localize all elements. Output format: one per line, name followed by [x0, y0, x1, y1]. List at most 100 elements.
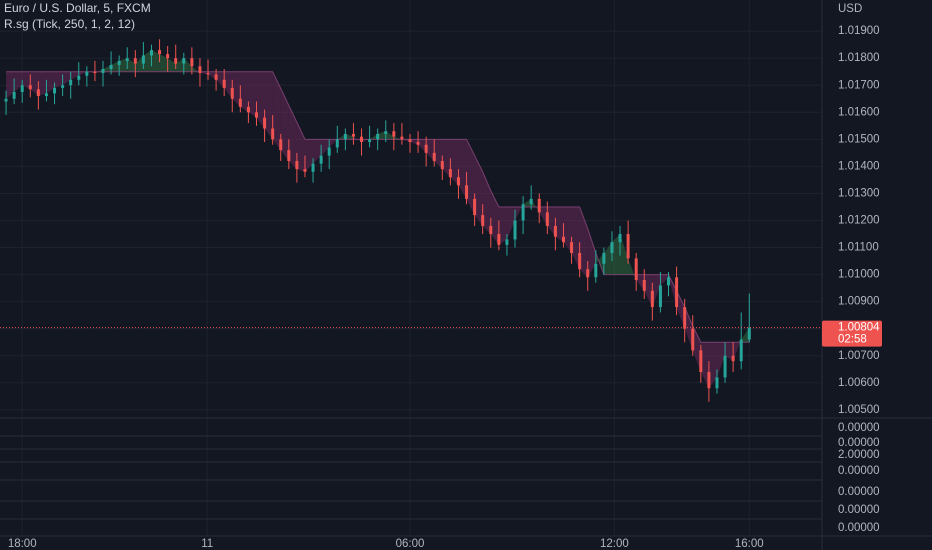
band-fill: [46, 71, 55, 94]
band-fill: [426, 139, 435, 161]
y-tick-label: 1.01100: [838, 242, 879, 254]
candle-body: [578, 252, 582, 270]
candle-body: [206, 73, 210, 75]
candle-body: [271, 128, 275, 140]
candle-body: [287, 150, 291, 161]
y-tick-label: 1.00500: [838, 404, 880, 416]
candle-body: [473, 198, 477, 216]
candle-body: [424, 144, 428, 153]
band-fill: [450, 139, 459, 186]
candle-body: [319, 155, 323, 164]
candle-body: [149, 50, 153, 56]
band-fill: [240, 71, 249, 113]
candle-body: [190, 58, 194, 67]
subpane-label: 2.00000: [838, 449, 880, 461]
band-fill: [127, 58, 136, 72]
candle-body: [731, 355, 735, 362]
x-tick-label: 12:00: [600, 538, 629, 550]
candle-body: [77, 75, 81, 80]
candle-body: [198, 66, 202, 74]
band-fill: [482, 171, 491, 235]
band-fill: [531, 198, 540, 213]
candle-body: [586, 269, 590, 278]
band-fill: [167, 58, 176, 72]
band-fill: [62, 71, 71, 86]
symbol-title: Euro / U.S. Dollar, 5, FXCM: [4, 1, 151, 15]
candle-body: [432, 152, 436, 161]
band-fill: [676, 290, 685, 329]
band-fill: [515, 204, 524, 221]
candle-body: [699, 350, 703, 373]
candle-body: [125, 58, 129, 61]
candle-body: [497, 234, 501, 245]
band-fill: [498, 206, 507, 245]
band-fill: [6, 71, 15, 99]
subpane-label: 0.00000: [838, 465, 880, 477]
currency-label: USD: [838, 3, 862, 15]
candle-body: [505, 239, 509, 245]
candle-body: [650, 290, 654, 308]
band-fill: [175, 58, 184, 72]
band-fill: [256, 71, 265, 129]
band-fill: [377, 131, 386, 140]
candle-body: [553, 225, 557, 237]
band-fill: [620, 234, 629, 275]
y-tick-label: 1.01300: [838, 187, 880, 199]
band-fill: [708, 342, 717, 389]
band-fill: [135, 55, 144, 72]
candle-body: [408, 139, 412, 143]
candle-body: [246, 106, 250, 113]
candle-body: [675, 277, 679, 308]
candle-body: [117, 60, 121, 65]
band-fill: [523, 198, 532, 207]
y-tick-label: 1.01800: [838, 52, 880, 64]
y-tick-label: 1.01700: [838, 79, 880, 91]
candle-body: [85, 71, 89, 76]
band-fill: [22, 71, 31, 90]
candle-body: [747, 327, 751, 340]
candle-body: [618, 234, 622, 243]
x-tick-label: 18:00: [8, 538, 37, 550]
band-fill: [442, 139, 451, 178]
y-tick-label: 1.01600: [838, 106, 880, 118]
y-tick-label: 1.01500: [838, 133, 880, 145]
band-fill: [14, 71, 23, 92]
candle-body: [158, 50, 162, 55]
band-fill: [216, 71, 225, 88]
candle-body: [529, 198, 533, 205]
band-fill: [603, 242, 612, 275]
candle-body: [602, 252, 606, 264]
candle-body: [545, 212, 549, 226]
candle-body: [513, 220, 517, 240]
candle-body: [335, 139, 339, 148]
band-fill: [741, 327, 750, 343]
band-fill: [143, 50, 152, 72]
band-fill: [474, 155, 483, 226]
band-fill: [636, 274, 645, 291]
y-tick-label: 1.00900: [838, 296, 880, 308]
last-price-tag: [822, 320, 882, 347]
band-fill: [232, 71, 241, 107]
candle-body: [295, 160, 299, 170]
candle-body: [392, 131, 396, 137]
candle-body: [36, 89, 40, 97]
subpane-label: 0.00000: [838, 522, 880, 534]
candle-body: [214, 74, 218, 80]
candle-body: [343, 133, 347, 140]
band-fill: [38, 71, 47, 97]
band-fill: [385, 131, 394, 140]
candle-body: [376, 133, 380, 140]
candle-body: [101, 68, 105, 74]
candle-body: [174, 58, 178, 64]
y-tick-label: 1.00700: [838, 350, 880, 362]
candle-body: [739, 339, 743, 362]
candle-body: [440, 160, 444, 170]
candle-body: [400, 136, 404, 140]
band-fill: [369, 133, 378, 140]
y-tick-label: 1.01000: [838, 269, 880, 281]
band-fill: [224, 71, 233, 99]
candle-body: [448, 169, 452, 178]
candle-body: [351, 133, 355, 137]
candle-body: [691, 328, 695, 351]
y-tick-label: 1.01200: [838, 215, 880, 227]
